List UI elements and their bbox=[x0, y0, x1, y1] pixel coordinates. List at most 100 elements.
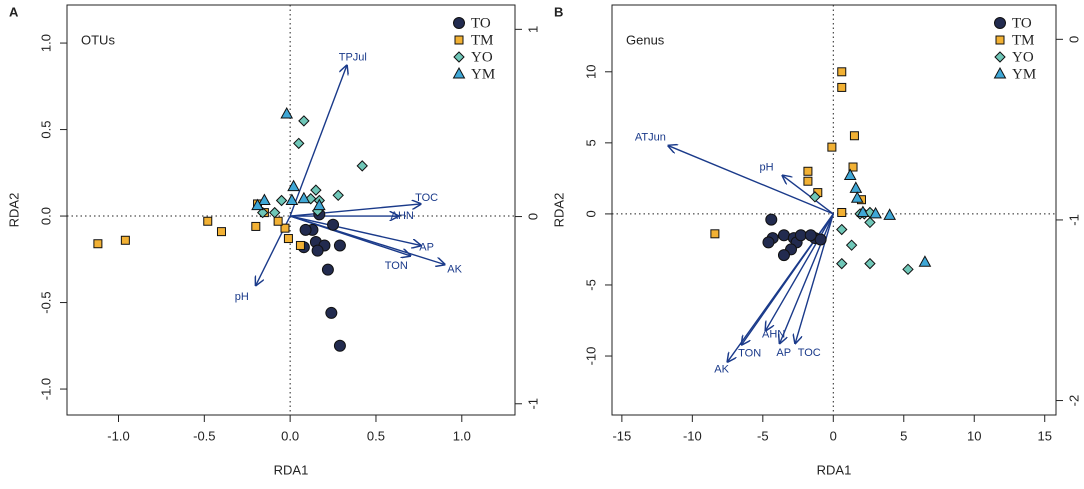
point bbox=[297, 191, 311, 204]
y2-tick-label: 1 bbox=[525, 26, 540, 33]
legend-label: YM bbox=[471, 66, 495, 82]
point bbox=[850, 191, 864, 203]
y2-tick-label: 0 bbox=[1066, 36, 1081, 43]
point bbox=[275, 194, 288, 207]
point bbox=[765, 213, 778, 226]
y-tick-label: -1.0 bbox=[38, 378, 53, 400]
panel-title: Genus bbox=[626, 32, 665, 47]
point bbox=[902, 263, 914, 276]
legend-marker bbox=[452, 66, 466, 79]
point bbox=[803, 176, 813, 186]
arrow-label: AP bbox=[419, 241, 434, 253]
x-tick-label: 0 bbox=[830, 428, 837, 443]
point bbox=[333, 239, 346, 252]
legend-label: YO bbox=[1012, 49, 1034, 65]
y-tick-label: 0.5 bbox=[38, 121, 53, 139]
point bbox=[837, 82, 847, 92]
y-tick-label: 5 bbox=[583, 139, 598, 146]
point bbox=[325, 306, 338, 319]
point bbox=[848, 162, 858, 172]
point bbox=[849, 131, 859, 141]
legend-label: TM bbox=[1012, 32, 1035, 48]
point bbox=[803, 166, 813, 176]
point bbox=[864, 257, 876, 270]
legend-marker bbox=[994, 51, 1006, 63]
point bbox=[280, 106, 294, 119]
arrow-label: TON bbox=[738, 348, 761, 360]
x-tick-label: 5 bbox=[900, 428, 907, 443]
y-tick-label: 0 bbox=[583, 210, 598, 217]
point bbox=[93, 239, 103, 249]
point bbox=[918, 255, 932, 267]
plot-frame bbox=[66, 4, 516, 416]
x-tick-label: -5 bbox=[757, 428, 769, 443]
point bbox=[295, 240, 305, 250]
x-tick-label: -10 bbox=[683, 428, 702, 443]
point bbox=[794, 229, 807, 242]
point bbox=[285, 193, 299, 205]
x-axis-label: RDA1 bbox=[817, 462, 852, 477]
point bbox=[333, 339, 346, 352]
point bbox=[809, 191, 821, 203]
x-tick-label: 0.0 bbox=[281, 428, 299, 443]
point bbox=[299, 223, 312, 236]
x-tick-label: 0.5 bbox=[367, 428, 385, 443]
point bbox=[849, 181, 863, 193]
point bbox=[327, 218, 340, 231]
biplot-arrow bbox=[289, 215, 420, 245]
point bbox=[856, 205, 870, 217]
x-tick-label: 15 bbox=[1037, 428, 1051, 443]
point bbox=[273, 216, 283, 226]
y2-tick-label: -1 bbox=[525, 398, 540, 410]
arrow-label: TOC bbox=[415, 192, 438, 204]
x-axis-label: RDA1 bbox=[274, 462, 309, 477]
point bbox=[762, 236, 775, 249]
legend-marker bbox=[454, 35, 464, 45]
legend-label: TO bbox=[1012, 15, 1032, 31]
point bbox=[836, 257, 848, 270]
point bbox=[280, 223, 290, 233]
panel-letter: B bbox=[554, 4, 563, 19]
point bbox=[258, 193, 271, 205]
point bbox=[814, 233, 827, 246]
y-tick-label: 1.0 bbox=[38, 34, 53, 52]
arrow-label: pH bbox=[235, 291, 249, 303]
y2-tick-label: -1 bbox=[1066, 214, 1081, 226]
point bbox=[777, 249, 790, 262]
arrow-label: pH bbox=[760, 161, 774, 173]
legend-label: YO bbox=[471, 49, 493, 65]
point bbox=[332, 189, 344, 202]
biplot-arrow bbox=[290, 204, 420, 217]
point bbox=[843, 168, 857, 181]
x-tick-label: -1.0 bbox=[107, 428, 129, 443]
panel: A OTUs RDA1 RDA2 -1.0 -0.5 0.0 0.5 1.0 -1.0 -0.5 0.… bbox=[6, 4, 540, 477]
point bbox=[836, 223, 848, 236]
panel-title: OTUs bbox=[81, 32, 115, 47]
point bbox=[869, 206, 882, 219]
point bbox=[298, 115, 310, 127]
legend-marker bbox=[994, 17, 1006, 29]
point bbox=[827, 142, 837, 152]
arrow-label: TON bbox=[385, 260, 408, 272]
arrow-label: AHN bbox=[391, 210, 414, 222]
y2-tick-label: -2 bbox=[1066, 395, 1081, 407]
point bbox=[837, 67, 847, 77]
biplot-arrow bbox=[289, 215, 444, 264]
biplot-arrow bbox=[766, 213, 834, 331]
point bbox=[268, 206, 281, 219]
point bbox=[804, 229, 817, 242]
y2-tick-label: 0 bbox=[525, 213, 540, 220]
legend-marker bbox=[993, 66, 1007, 79]
x-tick-label: -15 bbox=[612, 428, 631, 443]
point bbox=[837, 207, 847, 217]
point bbox=[777, 229, 790, 242]
point bbox=[293, 137, 305, 150]
y-axis-label: RDA2 bbox=[551, 193, 566, 228]
point bbox=[251, 198, 264, 211]
y-tick-label: -5 bbox=[583, 279, 598, 291]
panel-letter: A bbox=[9, 4, 19, 19]
point bbox=[310, 184, 322, 196]
point bbox=[283, 234, 293, 244]
